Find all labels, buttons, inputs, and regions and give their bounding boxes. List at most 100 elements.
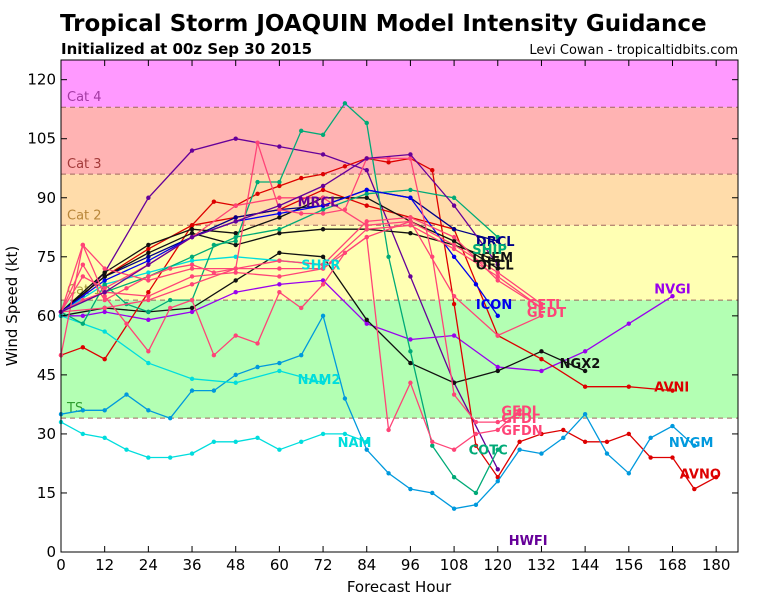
point-avni [582, 384, 588, 389]
point-nam [124, 447, 129, 452]
point-avno [561, 427, 566, 433]
point-gfti [364, 223, 369, 228]
point-gfdi [386, 156, 391, 161]
point-gfti [408, 219, 413, 224]
point-gfdl [386, 427, 391, 433]
point-avni [146, 246, 151, 252]
point-nvgm [320, 313, 326, 319]
point-hwfi [189, 148, 195, 153]
point-nvgi [495, 364, 500, 370]
point-gfdl [299, 305, 304, 311]
point-nvgi [146, 317, 151, 322]
point-nvgm [146, 408, 151, 413]
point-nvgm [386, 471, 391, 476]
point-nam2 [320, 380, 326, 385]
label-ngx2: NGX2 [560, 357, 601, 372]
label-nvgm: NVGM [669, 436, 714, 451]
point-ship [277, 227, 282, 232]
point-gfti [102, 286, 107, 291]
point-nvgm [670, 423, 675, 429]
point-nvgm [648, 435, 653, 441]
point-nam [211, 439, 217, 444]
band-cat-2 [61, 174, 738, 226]
point-gfdl [517, 408, 522, 413]
point-nam [342, 431, 348, 437]
point-nvgi [233, 290, 238, 295]
point-gfdi [146, 274, 151, 279]
model-labels: HWFI NVGI NGX2 AVNI AVNO NVGM NAM NAM2 SHFR DRCL O… [298, 196, 721, 549]
point-drcl [233, 215, 238, 220]
point-cotc [211, 242, 217, 248]
model-series [58, 101, 719, 511]
label-nam: NAM [338, 436, 372, 451]
point-lgem [146, 250, 151, 256]
point-hwfi [233, 136, 238, 141]
axes: 0 12 24 36 48 60 72 84 96 108 120 132 144 156 168 180 0 1… [27, 60, 738, 574]
point-avno [342, 164, 348, 169]
point-cotc [299, 128, 304, 134]
point-gfdn [146, 297, 151, 303]
point-avno [299, 175, 304, 181]
point-gfdt [451, 234, 457, 240]
point-gfdt [277, 258, 282, 263]
point-gfdt [80, 242, 86, 248]
point-mrcl [189, 234, 195, 240]
point-nam2 [189, 376, 195, 382]
point-icon [495, 313, 500, 319]
point-icon [451, 254, 457, 259]
point-gfdi2 [408, 223, 413, 228]
point-ship [451, 195, 457, 200]
point-gfdl [124, 321, 129, 326]
point-gfdn [189, 282, 195, 287]
line-nvgm [60, 314, 695, 510]
point-avno [430, 168, 435, 173]
point-gfdn [539, 313, 544, 319]
point-hwfi [320, 152, 326, 157]
point-drcl [495, 238, 500, 244]
point-nvgm [517, 447, 522, 452]
point-ship [320, 207, 326, 212]
point-avno [495, 475, 500, 480]
point-nvgm [430, 490, 435, 496]
point-gfdi [299, 211, 304, 216]
point-nvgm [692, 443, 697, 448]
y-axis-label: Wind Speed (kt) [3, 246, 21, 367]
point-avni [626, 384, 632, 389]
point-cotc [277, 179, 282, 185]
point-nvgm [277, 360, 282, 366]
point-avni [320, 187, 326, 193]
point-cotc [430, 443, 435, 448]
point-gfdi [167, 266, 173, 271]
line-gfdl [60, 235, 521, 451]
x-tick-label: 60 [270, 556, 289, 574]
point-cotc [320, 132, 326, 137]
point-hwfi [277, 144, 282, 149]
point-nvgm [582, 412, 588, 417]
point-nvgi [102, 309, 107, 315]
point-gfdl [167, 305, 173, 311]
point-gfdi [277, 207, 282, 212]
point-avno [451, 301, 457, 307]
y-tick-label: 75 [37, 248, 56, 266]
point-cotc [146, 309, 151, 315]
point-ngx2 [539, 349, 544, 354]
point-nvgi [320, 278, 326, 283]
point-avno [189, 223, 195, 228]
point-ngx2 [320, 254, 326, 259]
point-nvgi [582, 349, 588, 354]
point-nvgm [451, 506, 457, 511]
point-lgem [320, 227, 326, 232]
point-gfdl [364, 234, 369, 240]
x-tick-label: 120 [483, 556, 512, 574]
point-nam2 [102, 329, 107, 334]
point-mrcl [102, 290, 107, 295]
point-gfdi [102, 297, 107, 303]
point-nvgi [451, 333, 457, 338]
point-avni [539, 356, 544, 362]
point-gfdi [430, 254, 435, 259]
band-cat-3 [61, 107, 738, 175]
point-ngx2 [189, 305, 195, 311]
label-ship: SHIP [472, 243, 507, 258]
point-cotc [364, 120, 369, 126]
